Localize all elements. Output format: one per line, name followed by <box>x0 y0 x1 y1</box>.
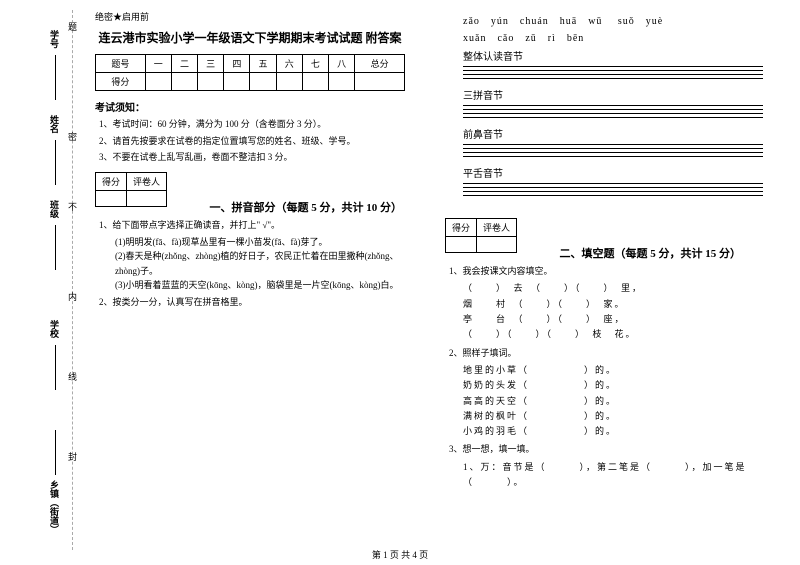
exam-page: 绝密★启用前 连云港市实验小学一年级语文下学期期末考试试题 附答案 题号 一 二… <box>85 10 785 550</box>
question-2-1: 1、我会按课文内容填空。 <box>449 264 755 278</box>
exam-title: 连云港市实验小学一年级语文下学期期末考试试题 附答案 <box>95 29 405 46</box>
th: 总分 <box>355 55 405 73</box>
th: 五 <box>250 55 276 73</box>
fill-line: 亭 台 （ ）（ ） 座， <box>463 312 755 327</box>
th: 题号 <box>96 55 146 73</box>
row-label: 得分 <box>96 73 146 91</box>
question-2-2: 2、照样子填词。 <box>449 346 755 360</box>
category-label: 前鼻音节 <box>463 126 755 141</box>
th: 三 <box>198 55 224 73</box>
score-table: 题号 一 二 三 四 五 六 七 八 总分 得分 <box>95 54 405 91</box>
left-column: 绝密★启用前 连云港市实验小学一年级语文下学期期末考试试题 附答案 题号 一 二… <box>85 10 415 550</box>
side-underline <box>55 225 56 270</box>
fill-line: （ ） 去 （ ）（ ） 里， <box>463 281 755 296</box>
fill-line: 奶奶的头发（ ）的。 <box>463 378 755 393</box>
q1-line: (1)明明发(fā、fà)现草丛里有一棵小苗发(fā、fà)芽了。 <box>115 235 405 249</box>
cut-char: 线 <box>68 370 77 383</box>
th: 八 <box>329 55 355 73</box>
fill-line: 小鸡的羽毛（ ）的。 <box>463 424 755 439</box>
th: 四 <box>224 55 250 73</box>
category-label: 整体认读音节 <box>463 48 755 63</box>
th: 一 <box>145 55 171 73</box>
cut-line <box>72 10 73 550</box>
side-label-id: 学号 <box>48 30 61 48</box>
section1-title: 一、拼音部分（每题 5 分，共计 10 分） <box>210 202 403 214</box>
fill-line: 地里的小草（ ）的。 <box>463 363 755 378</box>
write-lines <box>463 144 755 157</box>
mini-h: 得分 <box>96 172 127 190</box>
mini-h: 评卷人 <box>127 172 167 190</box>
confidential-mark: 绝密★启用前 <box>95 10 405 23</box>
cut-char: 题 <box>68 20 77 33</box>
fill-line: （ ）（ ）（ ） 枝 花。 <box>463 327 755 342</box>
mini-h: 得分 <box>446 219 477 237</box>
write-lines <box>463 66 755 79</box>
th: 六 <box>276 55 302 73</box>
side-underline <box>55 55 56 100</box>
side-label-school: 学校 <box>48 320 61 338</box>
write-lines <box>463 183 755 196</box>
notice-item: 1、考试时间：60 分钟，满分为 100 分（含卷面分 3 分）。 <box>99 118 405 132</box>
page-footer: 第 1 页 共 4 页 <box>0 548 800 561</box>
category-label: 三拼音节 <box>463 87 755 102</box>
cut-char: 封 <box>68 450 77 463</box>
question-2-3: 3、想一想，填一填。 <box>449 442 755 456</box>
side-underline <box>55 430 56 475</box>
notice-item: 2、请首先按要求在试卷的指定位置填写您的姓名、班级、学号。 <box>99 135 405 149</box>
cut-char: 密 <box>68 130 77 143</box>
question-2: 2、按类分一分，认真写在拼音格里。 <box>99 295 405 309</box>
right-column: zǎo yún chuán huā wū suǒ yuè xuǎn cǎo zū… <box>435 10 765 550</box>
write-lines <box>463 105 755 118</box>
q1-line: (3)小明看着蓝蓝的天空(kōng、kòng)，脑袋里是一片空(kōng、kòn… <box>115 278 405 292</box>
side-underline <box>55 140 56 185</box>
fill-line: 高高的天空（ ）的。 <box>463 394 755 409</box>
side-underline <box>55 345 56 390</box>
fill-line: 烟 村 （ ）（ ） 家。 <box>463 297 755 312</box>
side-label-town: 乡镇（街道） <box>48 480 61 534</box>
side-label-name: 姓名 <box>48 115 61 133</box>
fill-line: 满树的枫叶（ ）的。 <box>463 409 755 424</box>
notice-item: 3、不要在试卷上乱写乱画，卷面不整洁扣 3 分。 <box>99 151 405 165</box>
side-label-class: 班级 <box>48 200 61 218</box>
grade-box: 得分 评卷人 <box>95 172 167 207</box>
mini-h: 评卷人 <box>477 219 517 237</box>
q1-line: (2)春天是种(zhǒng、zhòng)植的好日子，农民正忙着在田里撒种(zhǒ… <box>115 249 405 278</box>
grade-box: 得分 评卷人 <box>445 218 517 253</box>
category-label: 平舌音节 <box>463 165 755 180</box>
binding-sidebar: 题 密 不 内 线 封 学号 姓名 班级 学校 乡镇（街道） <box>30 0 80 565</box>
question-1: 1、给下面带点字选择正确读音，并打上" √"。 <box>99 218 405 232</box>
cut-char: 内 <box>68 290 77 303</box>
pinyin-row: zǎo yún chuán huā wū suǒ yuè <box>463 12 755 27</box>
th: 七 <box>302 55 328 73</box>
pinyin-row: xuǎn cǎo zū rì bēn <box>463 29 755 44</box>
section2-title: 二、填空题（每题 5 分，共计 15 分） <box>560 248 742 260</box>
cut-char: 不 <box>68 200 77 213</box>
fill-line: 1、万：音节是（ ），第二笔是（ ），加一笔是（ ）。 <box>463 460 755 491</box>
th: 二 <box>171 55 197 73</box>
notice-heading: 考试须知： <box>95 99 405 114</box>
